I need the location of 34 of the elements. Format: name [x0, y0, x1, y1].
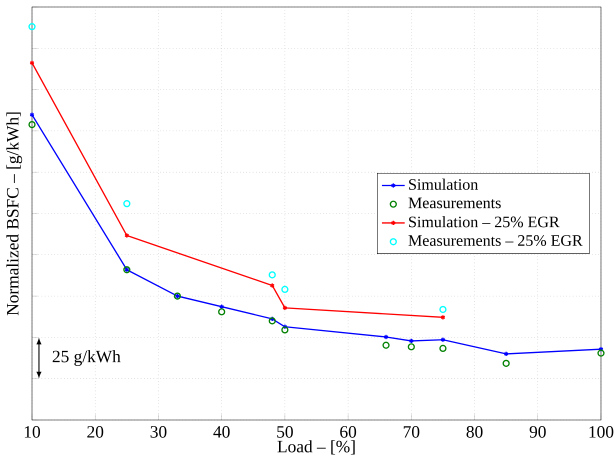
annotation: 25 g/kWh	[52, 350, 121, 366]
point	[28, 120, 36, 128]
x-tick-label: 70	[404, 426, 420, 438]
point	[439, 344, 447, 352]
x-tick-label: 10	[24, 426, 40, 438]
legend-label: Simulation – 25% EGR	[409, 216, 560, 228]
legend-label: Measurements – 25% EGR	[408, 235, 583, 246]
point	[268, 271, 276, 278]
point	[408, 343, 415, 350]
point	[439, 306, 447, 314]
point	[502, 360, 510, 367]
x-tick-label: 80	[466, 426, 483, 438]
point	[384, 334, 389, 340]
point	[28, 23, 36, 30]
x-tick-label: 20	[87, 426, 104, 438]
point	[218, 308, 226, 316]
point	[281, 326, 288, 334]
point	[123, 200, 130, 208]
x-tick-label: 90	[530, 426, 546, 438]
legend-label: Simulation	[409, 178, 478, 190]
point	[382, 342, 390, 349]
x-tick-label: 40	[213, 426, 230, 438]
point	[268, 317, 276, 324]
point	[597, 350, 605, 357]
x-tick-label: 50	[277, 426, 293, 438]
y-axis-title: Normalized BSFC – [g/kWh]	[6, 112, 22, 316]
point	[270, 282, 275, 288]
point	[124, 232, 130, 238]
legend-label: Measurements	[408, 198, 501, 208]
x-tick-label: 30	[150, 426, 166, 438]
point	[281, 286, 288, 294]
x-tick-label: 100	[590, 426, 614, 438]
x-tick-label: 60	[340, 426, 356, 438]
x-axis-title: Load – [%]	[278, 440, 355, 455]
